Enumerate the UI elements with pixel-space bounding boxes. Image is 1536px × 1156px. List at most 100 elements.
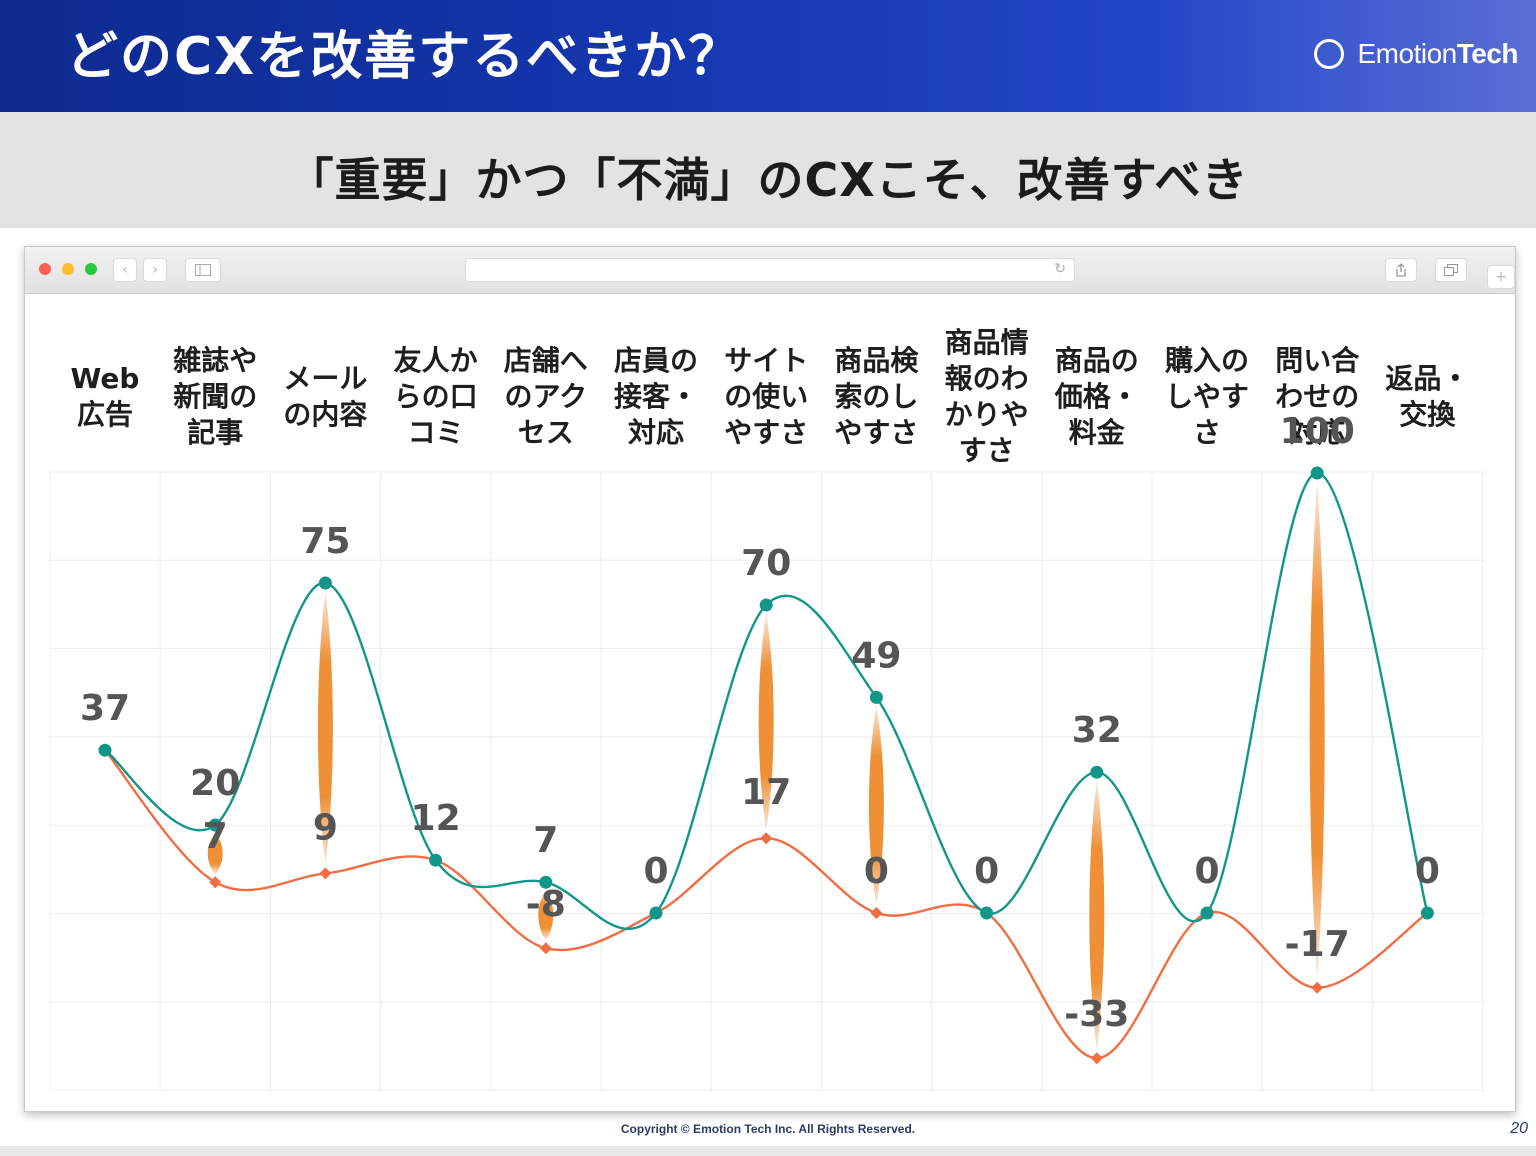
forward-icon[interactable]: ›	[143, 258, 167, 282]
importance-point	[869, 690, 883, 704]
category-label: 雑誌や新聞の記事	[172, 344, 257, 449]
importance-point	[208, 818, 222, 832]
importance-value-label: 0	[643, 851, 668, 892]
gap-marker	[207, 833, 223, 875]
page-number: 20	[1510, 1120, 1528, 1137]
category-label: Web 広告	[71, 362, 140, 431]
category-label-line: の使い	[724, 380, 808, 413]
importance-value-label: 75	[300, 521, 350, 562]
subtitle-band: 「重要」かつ「不満」のCXこそ、改善すべき	[0, 112, 1536, 228]
importance-point	[429, 853, 443, 867]
category-label: 商品の価格・料金	[1054, 344, 1139, 449]
category-label-line: 友人か	[394, 344, 478, 377]
category-label-line: かりや	[945, 398, 1029, 431]
category-label-line: 価格・	[1054, 380, 1139, 413]
category-label-line: 雑誌や	[172, 344, 257, 377]
category-label: メールの内容	[283, 362, 367, 431]
logo-ring-icon	[1313, 39, 1344, 69]
logo-text-light: Emotion	[1357, 38, 1458, 69]
importance-value-label: 7	[533, 820, 558, 861]
share-icon[interactable]	[1385, 258, 1417, 282]
importance-point	[1310, 466, 1324, 480]
category-label-line: すさ	[959, 434, 1015, 467]
category-label-line: 広告	[77, 398, 133, 431]
importance-value-label: 100	[1280, 411, 1355, 452]
category-labels: Web 広告雑誌や新聞の記事メールの内容友人からの口コミ店舗へのアクセス店員の接客…	[71, 326, 1470, 467]
category-label-line: やすさ	[834, 416, 918, 449]
satisfaction-point	[1090, 1052, 1103, 1065]
close-window-dot-icon[interactable]	[39, 263, 51, 275]
importance-point	[539, 875, 553, 889]
importance-value-label: 70	[741, 543, 791, 584]
importance-value-label: 0	[974, 851, 999, 892]
importance-point	[759, 598, 773, 612]
category-label-line: しやす	[1165, 380, 1249, 413]
gap-marker	[317, 591, 333, 866]
category-label-line: 接客・	[614, 380, 698, 413]
browser-toolbar: ‹ › ↻ +	[25, 247, 1515, 294]
category-label-line: 交換	[1399, 398, 1456, 431]
importance-value-label: 37	[80, 688, 130, 729]
category-label-line: 返品・	[1385, 362, 1469, 395]
importance-value-label: 0	[1194, 851, 1219, 892]
bottom-strip	[0, 1146, 1536, 1156]
maximize-window-dot-icon[interactable]	[85, 263, 97, 275]
importance-point	[980, 906, 994, 920]
category-label-line: 購入の	[1165, 344, 1249, 377]
satisfaction-value-label: -33	[1064, 994, 1129, 1035]
category-label-line: さ	[1193, 416, 1221, 449]
category-label-line: 商品の	[1055, 344, 1139, 377]
address-bar[interactable]: ↻	[465, 258, 1075, 282]
satisfaction-point	[760, 832, 773, 845]
minimize-window-dot-icon[interactable]	[62, 263, 74, 275]
category-label: 問い合わせの対応	[1275, 344, 1360, 449]
category-label-line: 対応	[1289, 416, 1345, 449]
category-label-line: 記事	[187, 416, 243, 449]
category-label-line: 問い合	[1275, 344, 1360, 377]
satisfaction-point	[319, 867, 332, 880]
satisfaction-value-label: 7	[203, 816, 228, 857]
satisfaction-value-label: 9	[313, 807, 338, 848]
category-label-line: 料金	[1069, 416, 1126, 449]
company-logo: EmotionTech	[1313, 34, 1519, 74]
category-label-line: 商品検	[834, 344, 919, 377]
page-title: どのCXを改善するべきか？	[66, 27, 743, 87]
importance-value-label: 0	[1415, 851, 1440, 892]
category-label: 商品検索のしやすさ	[834, 344, 919, 449]
category-label-line: 新聞の	[173, 380, 257, 413]
category-label: 店舗へのアクセス	[504, 344, 588, 449]
reload-icon[interactable]: ↻	[1054, 261, 1066, 277]
category-label: サイトの使いやすさ	[724, 344, 808, 449]
category-label-line: メール	[283, 362, 367, 395]
gap-marker	[538, 890, 554, 941]
title-banner: どのCXを改善するべきか？ EmotionTech	[0, 0, 1536, 112]
back-icon[interactable]: ‹	[113, 258, 137, 282]
importance-point	[649, 906, 663, 920]
category-label-line: のアク	[504, 380, 587, 413]
logo-text-bold: Tech	[1456, 38, 1519, 69]
category-label-line: サイト	[724, 344, 808, 377]
category-label: 購入のしやすさ	[1165, 344, 1249, 449]
satisfaction-point	[539, 942, 552, 955]
category-label-line: 索のし	[834, 380, 918, 413]
data-points	[98, 466, 1434, 1065]
importance-point	[318, 576, 332, 590]
satisfaction-value-label: 0	[864, 851, 889, 892]
category-label-line: 商品情	[945, 326, 1029, 359]
copyright: Copyright © Emotion Tech Inc. All Rights…	[620, 1122, 916, 1136]
importance-line	[104, 471, 1429, 930]
new-tab-icon[interactable]: +	[1487, 265, 1515, 289]
satisfaction-point	[1311, 981, 1324, 994]
satisfaction-value-label: -17	[1285, 924, 1350, 965]
category-label-line: らの口	[394, 380, 478, 413]
sidebar-toggle-icon[interactable]	[185, 258, 221, 282]
importance-value-label: 20	[190, 763, 240, 804]
importance-point	[98, 743, 112, 757]
tabs-overview-icon[interactable]	[1435, 258, 1467, 282]
importance-value-label: 32	[1072, 710, 1122, 751]
gap-marker	[868, 705, 884, 905]
subtitle: 「重要」かつ「不満」のCXこそ、改善すべき	[287, 153, 1249, 207]
category-label-line: やすさ	[724, 416, 808, 449]
